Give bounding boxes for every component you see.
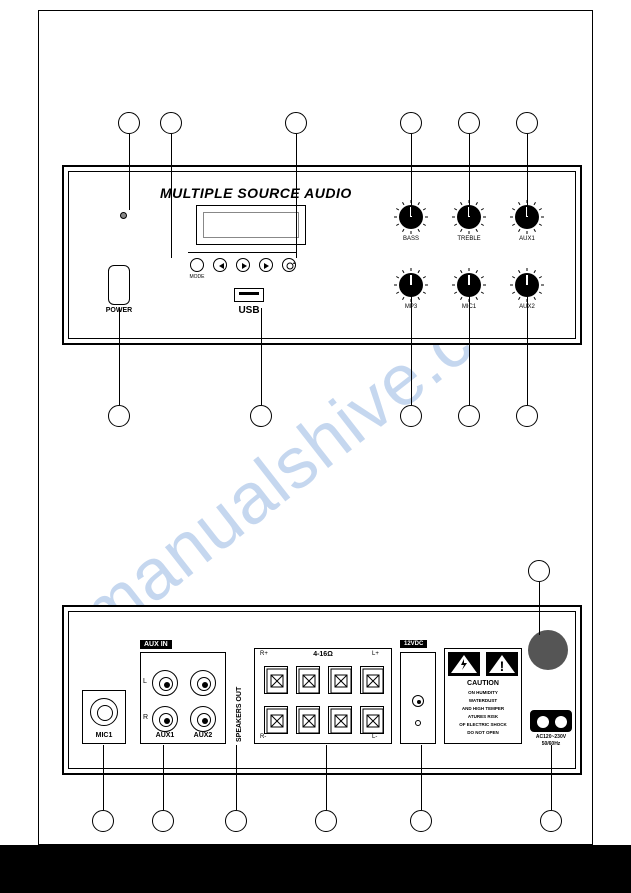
callout-circle — [400, 112, 422, 134]
rca-jack-aux2-r[interactable] — [190, 706, 216, 732]
speaker-terminal[interactable] — [360, 706, 384, 734]
callout-circle — [118, 112, 140, 134]
callout-lead — [326, 745, 327, 810]
rca-jack-aux2-l[interactable] — [190, 670, 216, 696]
mic1-label: MIC1 — [82, 732, 126, 739]
callout-circle — [410, 810, 432, 832]
next-button[interactable] — [259, 258, 273, 272]
callout-lead — [527, 286, 528, 405]
knob-label-treble: TREBLE — [449, 236, 489, 242]
callout-lead — [539, 582, 540, 635]
callout-circle — [285, 112, 307, 134]
mode-button[interactable] — [190, 258, 204, 272]
rca-jack-aux1-r[interactable] — [152, 706, 178, 732]
callout-circle — [540, 810, 562, 832]
callout-circle — [92, 810, 114, 832]
speaker-terminal[interactable] — [328, 706, 352, 734]
speaker-terminal[interactable] — [264, 666, 288, 694]
callout-circle — [160, 112, 182, 134]
knob-label-aux1: AUX1 — [507, 236, 547, 242]
speaker-terminal[interactable] — [296, 666, 320, 694]
aux-in-label: AUX IN — [140, 640, 172, 649]
speaker-terminal[interactable] — [360, 666, 384, 694]
page-footer-bar — [0, 845, 631, 893]
warning-triangle: ! — [486, 652, 518, 676]
callout-circle — [400, 405, 422, 427]
knob-label-bass: BASS — [391, 236, 431, 242]
transport-bracket — [188, 252, 296, 253]
callout-lead — [171, 134, 172, 258]
caution-line: AND HIGH TEMPER — [446, 706, 520, 711]
usb-port[interactable] — [234, 288, 264, 302]
aux-col-2: AUX2 — [186, 732, 220, 739]
callout-circle — [458, 112, 480, 134]
usb-label: USB — [226, 305, 272, 316]
caution-line: ATURES RISK — [446, 714, 520, 719]
caution-line: DO NOT OPEN — [446, 730, 520, 735]
prev-button[interactable] — [213, 258, 227, 272]
fuse-holder[interactable] — [528, 630, 568, 670]
callout-circle — [458, 405, 480, 427]
caution-title: CAUTION — [444, 680, 522, 687]
callout-circle — [516, 112, 538, 134]
callout-lead — [469, 134, 470, 216]
pol-rp: R+ — [260, 651, 268, 657]
callout-circle — [108, 405, 130, 427]
aux-row-r: R — [143, 714, 148, 721]
callout-lead — [411, 286, 412, 405]
caution-line: ON HUMIDITY — [446, 690, 520, 695]
shock-triangle — [448, 652, 480, 676]
callout-lead — [103, 745, 104, 810]
pol-lp: L+ — [372, 651, 379, 657]
page: manualshive.com MULTIPLE SOURCE AUDIO PO… — [0, 0, 631, 893]
speaker-terminal[interactable] — [328, 666, 352, 694]
impedance-label: 4-16Ω — [298, 651, 348, 658]
power-led — [120, 212, 127, 219]
callout-lead — [236, 745, 237, 810]
callout-lead — [469, 286, 470, 405]
dc12v-label: 12VDC — [400, 640, 427, 648]
callout-lead — [411, 134, 412, 216]
speakers-out-label: SPEAKERS OUT — [236, 658, 243, 742]
aux-in-box — [140, 652, 226, 744]
mode-label: MODE — [184, 274, 210, 280]
caution-line: WATERDUST — [446, 698, 520, 703]
ac-inlet[interactable] — [530, 710, 572, 732]
rca-jack-aux1-l[interactable] — [152, 670, 178, 696]
front-title: MULTIPLE SOURCE AUDIO — [160, 185, 352, 201]
speaker-terminal[interactable] — [296, 706, 320, 734]
lcd-display — [196, 205, 306, 245]
dc-jack[interactable] — [412, 695, 424, 707]
callout-lead — [129, 134, 130, 210]
mic1-jack[interactable] — [90, 698, 118, 726]
callout-lead — [421, 745, 422, 810]
callout-circle — [315, 810, 337, 832]
callout-circle — [225, 810, 247, 832]
callout-lead — [551, 745, 552, 810]
callout-circle — [152, 810, 174, 832]
aux-row-l: L — [143, 678, 147, 685]
callout-lead — [296, 134, 297, 258]
svg-text:!: ! — [500, 658, 505, 674]
caution-line: OF ELECTRIC SHOCK — [446, 722, 520, 727]
dc-polarity-icon — [415, 720, 421, 726]
power-switch[interactable] — [108, 265, 130, 305]
callout-circle — [250, 405, 272, 427]
callout-circle — [516, 405, 538, 427]
callout-lead — [163, 745, 164, 810]
play-button[interactable] — [236, 258, 250, 272]
aux-col-1: AUX1 — [148, 732, 182, 739]
callout-lead — [119, 308, 120, 405]
speaker-terminal[interactable] — [264, 706, 288, 734]
callout-circle — [528, 560, 550, 582]
ac-label: AC120~230V — [526, 734, 576, 740]
callout-lead — [261, 308, 262, 405]
repeat-button[interactable] — [282, 258, 296, 272]
callout-lead — [527, 134, 528, 216]
